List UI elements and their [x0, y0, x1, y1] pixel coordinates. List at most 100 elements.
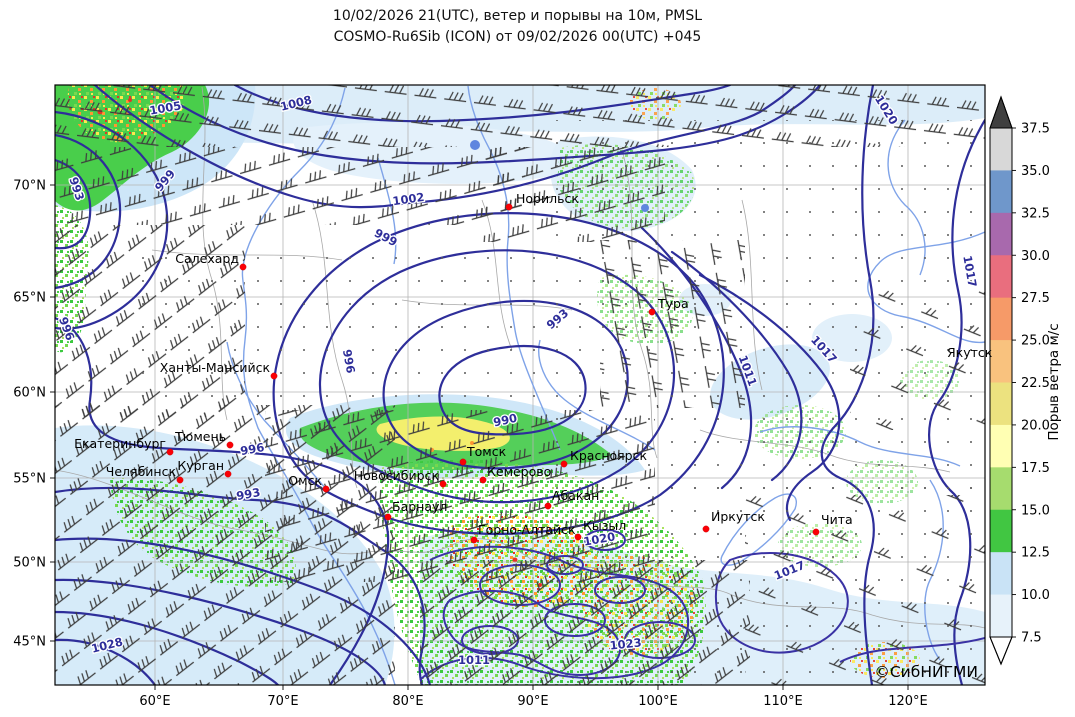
city-marker: [574, 533, 582, 541]
city-label: Салехард: [175, 251, 239, 266]
lat-tick-label: 50°N: [13, 556, 46, 571]
colorbar-segment: [990, 212, 1012, 256]
city-marker: [322, 485, 330, 493]
city-marker: [505, 203, 513, 211]
city-label: Тура: [657, 296, 689, 311]
city-marker: [479, 476, 487, 484]
city-marker: [470, 536, 478, 544]
colorbar-under-arrow: [989, 636, 1013, 666]
colorbar-tick-label: 27.5: [1021, 291, 1050, 306]
lon-tick-label: 120°E: [888, 694, 928, 709]
isobar-label: 996: [340, 348, 358, 374]
watermark: ©СибНИГМИ: [874, 663, 978, 681]
city-label: Кызыл: [583, 518, 626, 533]
city-marker: [270, 372, 278, 380]
colorbar-tick-label: 25.0: [1021, 334, 1050, 349]
city-marker: [459, 458, 467, 466]
colorbar-over-arrow: [989, 95, 1013, 129]
isobar-label: 1023: [609, 635, 642, 652]
lon-tick-label: 110°E: [763, 694, 803, 709]
city-marker: [439, 480, 447, 488]
city-marker: [226, 441, 234, 449]
colorbar-segment: [990, 382, 1012, 426]
chart-title: 10/02/2026 21(UTC), ветер и порывы на 10…: [0, 6, 1035, 48]
lon-tick-label: 70°E: [267, 694, 298, 709]
colorbar-tick-label: 32.5: [1021, 206, 1050, 221]
lat-tick-label: 60°N: [13, 386, 46, 401]
city-marker: [702, 525, 710, 533]
city-label: Абакан: [552, 488, 599, 503]
city-label: Екатеринбург: [74, 436, 166, 451]
winds-layer: [55, 85, 985, 685]
city-marker: [176, 476, 184, 484]
city-marker: [812, 528, 820, 536]
city-label: Иркутск: [711, 509, 765, 524]
colorbar-axis-label: Порыв ветра м/с: [1046, 323, 1062, 440]
colorbar-tick-label: 7.5: [1021, 631, 1042, 646]
city-label: Горно-Алтайск: [478, 522, 576, 537]
calm-dots-region: [600, 480, 985, 685]
city-markers: Норильск Салехард Тура Якутск Ханты-Мансийск…: [74, 191, 993, 544]
isobar-label: 990: [492, 411, 518, 430]
title-line2: COSMO-Ru6Sib (ICON) от 09/02/2026 00(UTC…: [333, 29, 702, 45]
colorbar-segment: [990, 424, 1012, 468]
city-label: Норильск: [516, 191, 579, 206]
city-marker: [384, 513, 392, 521]
colorbar-segment: [990, 297, 1012, 341]
colorbar-segment: [990, 509, 1012, 553]
city-marker: [224, 470, 232, 478]
city-label: Тюмень: [174, 429, 226, 444]
isobar-label: 1017: [960, 254, 979, 288]
isobar-label: 1020: [582, 529, 616, 548]
colorbar-tick-label: 20.0: [1021, 418, 1050, 433]
city-label: Красноярск: [570, 448, 647, 463]
lon-tick-label: 90°E: [517, 694, 548, 709]
lon-tick-label: 60°E: [139, 694, 170, 709]
colorbar-tick-label: 22.5: [1021, 376, 1050, 391]
colorbar-tick-label: 10.0: [1021, 588, 1050, 603]
lon-tick-label: 80°E: [392, 694, 423, 709]
isobar-label: 1011: [458, 653, 490, 667]
colorbar-outline: [989, 95, 1013, 666]
colorbar-segment: [990, 128, 1012, 171]
city-label: Новосибирск: [354, 468, 440, 483]
colorbar-segment: [990, 340, 1012, 383]
city-marker: [239, 263, 247, 271]
city-label: Ханты-Мансийск: [160, 360, 271, 375]
isobar-label: 996: [239, 440, 265, 458]
colorbar-segment: [990, 594, 1012, 638]
axis-labels: 60°E 70°E 80°E 90°E 100°E 110°E 120°E 70°N 65°N 6…: [13, 179, 928, 710]
lon-tick-label: 100°E: [638, 694, 678, 709]
isobar-label: 1005: [148, 98, 182, 117]
colorbar-segment: [990, 467, 1012, 511]
lat-tick-label: 70°N: [13, 179, 46, 194]
colorbar-segment: [990, 552, 1012, 596]
colorbar: 37.5 35.0 32.5 30.0 27.5 25.0 22.5 20.0 17.5 15.0…: [990, 122, 1050, 646]
colorbar-tick-label: 35.0: [1021, 164, 1050, 179]
colorbar-tick-label: 15.0: [1021, 503, 1050, 518]
city-marker: [648, 308, 656, 316]
colorbar-tick-label: 17.5: [1021, 461, 1050, 476]
city-label: Челябинск: [106, 464, 177, 479]
map-area: [55, 85, 985, 685]
city-marker: [544, 502, 552, 510]
title-line1: 10/02/2026 21(UTC), ветер и порывы на 10…: [332, 8, 703, 24]
lat-tick-label: 55°N: [13, 472, 46, 487]
lat-tick-label: 45°N: [13, 635, 46, 650]
city-label: Барнаул: [392, 499, 447, 514]
colorbar-tick-label: 37.5: [1021, 122, 1050, 137]
city-label: Кемерово: [487, 464, 551, 479]
calm-dots-region: [140, 255, 540, 415]
city-label: Чита: [821, 512, 853, 527]
colorbar-segment: [990, 170, 1012, 214]
colorbar-tick-label: 30.0: [1021, 249, 1050, 264]
colorbar-segment: [990, 255, 1012, 299]
city-label: Омск: [288, 473, 322, 488]
lat-tick-label: 65°N: [13, 291, 46, 306]
isobar-label: 993: [235, 485, 261, 503]
colorbar-tick-label: 12.5: [1021, 546, 1050, 561]
city-marker: [166, 448, 174, 456]
city-label: Якутск: [947, 345, 993, 360]
